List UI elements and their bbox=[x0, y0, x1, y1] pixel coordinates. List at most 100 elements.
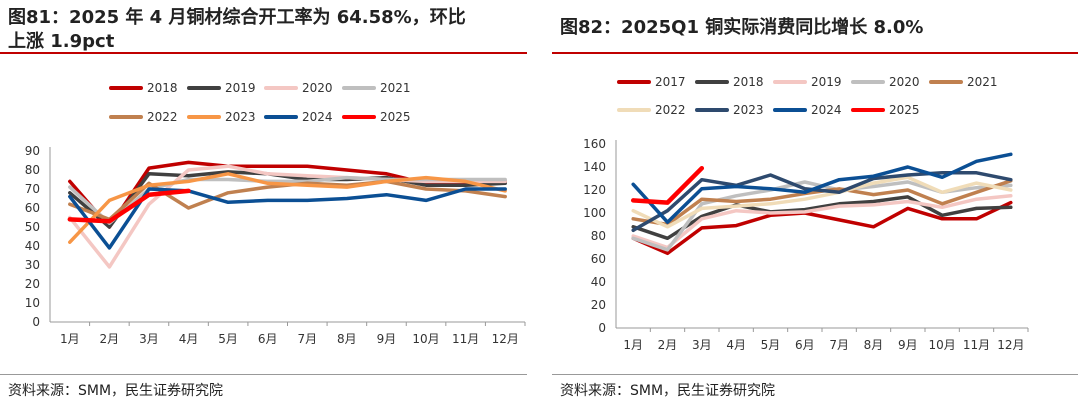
title-rule-right bbox=[552, 52, 1078, 54]
legend-item-2020: 2020 bbox=[851, 75, 920, 89]
legend-item-2021: 2021 bbox=[342, 81, 411, 95]
y-tick-label: 0 bbox=[32, 315, 40, 329]
legend-item-2025: 2025 bbox=[342, 110, 411, 124]
legend-label-2019: 2019 bbox=[811, 75, 842, 89]
series-line-2019 bbox=[631, 194, 1013, 250]
legend-item-2022: 2022 bbox=[109, 110, 178, 124]
source-rule-right bbox=[552, 374, 1078, 375]
legend-item-2020: 2020 bbox=[264, 81, 333, 95]
legend-label-2017: 2017 bbox=[655, 75, 686, 89]
y-tick-label: 0 bbox=[598, 321, 606, 335]
legend-label-2025: 2025 bbox=[380, 110, 411, 124]
y-tick-label: 80 bbox=[591, 229, 606, 243]
figure-title-left: 图81：2025 年 4 月铜材综合开工率为 64.58%，环比 上涨 1.9p… bbox=[8, 6, 518, 54]
x-tick-label: 6月 bbox=[258, 332, 278, 346]
line-chart-left: 2018 2019 2020 2021 2022 2023 2024 2025 0 10 20 30 4… bbox=[25, 81, 526, 346]
legend-item-2024: 2024 bbox=[773, 103, 842, 117]
y-tick-label: 30 bbox=[25, 258, 40, 272]
source-rule-left bbox=[0, 374, 527, 375]
legend-label-2020: 2020 bbox=[889, 75, 920, 89]
legend-label-2025: 2025 bbox=[889, 103, 920, 117]
legend-item-2018: 2018 bbox=[695, 75, 764, 89]
x-tick-label: 1月 bbox=[623, 338, 643, 352]
x-tick-label: 1月 bbox=[60, 332, 80, 346]
figure-title-left-line1: 图81：2025 年 4 月铜材综合开工率为 64.58%，环比 bbox=[8, 7, 466, 28]
x-tick-label: 3月 bbox=[692, 338, 712, 352]
y-tick-label: 100 bbox=[583, 206, 606, 220]
legend-label-2020: 2020 bbox=[302, 81, 333, 95]
legend-label-2024: 2024 bbox=[302, 110, 333, 124]
legend-label-2023: 2023 bbox=[225, 110, 256, 124]
y-tick-label: 40 bbox=[591, 275, 606, 289]
legend-label-2018: 2018 bbox=[733, 75, 764, 89]
x-tick-label: 8月 bbox=[864, 338, 884, 352]
y-tick-label: 120 bbox=[583, 183, 606, 197]
y-tick-label: 20 bbox=[25, 277, 40, 291]
x-tick-label: 12月 bbox=[492, 332, 519, 346]
y-tick-label: 40 bbox=[25, 239, 40, 253]
legend-item-2018: 2018 bbox=[109, 81, 178, 95]
x-tick-label: 3月 bbox=[139, 332, 159, 346]
figure-title-left-line2: 上涨 1.9pct bbox=[8, 31, 115, 52]
y-tick-label: 60 bbox=[591, 252, 606, 266]
x-tick-label: 5月 bbox=[218, 332, 238, 346]
x-tick-label: 9月 bbox=[898, 338, 918, 352]
chart-panel-left: 图81：2025 年 4 月铜材综合开工率为 64.58%，环比 上涨 1.9p… bbox=[0, 0, 530, 409]
x-tick-label: 11月 bbox=[452, 332, 479, 346]
y-tick-label: 90 bbox=[25, 144, 40, 158]
series-line-2018 bbox=[68, 160, 507, 229]
x-tick-label: 2月 bbox=[658, 338, 678, 352]
legend-item-2019: 2019 bbox=[187, 81, 256, 95]
legend-item-2023: 2023 bbox=[695, 103, 764, 117]
x-tick-label: 6月 bbox=[795, 338, 815, 352]
line-chart-right: 2017 2018 2019 2020 2021 2022 2023 2024 2025 0 20 4… bbox=[583, 75, 1029, 352]
x-tick-label: 12月 bbox=[997, 338, 1024, 352]
series-line-2020 bbox=[68, 164, 507, 269]
x-tick-label: 4月 bbox=[179, 332, 199, 346]
chart-panel-right: 图82：2025Q1 铜实际消费同比增长 8.0% 2017 2018 2019 20… bbox=[552, 0, 1080, 409]
legend-label-2019: 2019 bbox=[225, 81, 256, 95]
y-tick-label: 10 bbox=[25, 296, 40, 310]
series-line-2017 bbox=[631, 200, 1013, 256]
x-tick-label: 9月 bbox=[377, 332, 397, 346]
x-tick-label: 7月 bbox=[297, 332, 317, 346]
legend-label-2018: 2018 bbox=[147, 81, 178, 95]
legend-item-2019: 2019 bbox=[773, 75, 842, 89]
x-tick-label: 2月 bbox=[100, 332, 120, 346]
series-line-2019 bbox=[68, 170, 507, 229]
figure-title-right: 图82：2025Q1 铜实际消费同比增长 8.0% bbox=[560, 17, 924, 38]
legend-item-2023: 2023 bbox=[187, 110, 256, 124]
legend-label-2021: 2021 bbox=[967, 75, 998, 89]
source-note-right: 资料来源：SMM，民生证券研究院 bbox=[560, 383, 776, 399]
x-tick-label: 5月 bbox=[761, 338, 781, 352]
series-line-2022 bbox=[631, 175, 1013, 229]
legend-label-2022: 2022 bbox=[147, 110, 178, 124]
source-note-left: 资料来源：SMM，民生证券研究院 bbox=[8, 383, 224, 399]
x-tick-label: 4月 bbox=[726, 338, 746, 352]
x-tick-label: 10月 bbox=[412, 332, 439, 346]
y-tick-label: 70 bbox=[25, 182, 40, 196]
series-line-2025 bbox=[67, 188, 191, 224]
y-tick-label: 140 bbox=[583, 160, 606, 174]
x-tick-label: 7月 bbox=[829, 338, 849, 352]
legend-item-2025: 2025 bbox=[851, 103, 920, 117]
legend-label-2024: 2024 bbox=[811, 103, 842, 117]
x-tick-label: 11月 bbox=[963, 338, 990, 352]
y-tick-label: 80 bbox=[25, 163, 40, 177]
y-tick-label: 60 bbox=[25, 201, 40, 215]
legend-item-2021: 2021 bbox=[929, 75, 998, 89]
x-tick-label: 10月 bbox=[929, 338, 956, 352]
series-line-2024 bbox=[631, 152, 1013, 224]
title-rule-left bbox=[0, 52, 527, 54]
y-tick-label: 160 bbox=[583, 137, 606, 151]
legend-label-2021: 2021 bbox=[380, 81, 411, 95]
legend-item-2024: 2024 bbox=[264, 110, 333, 124]
x-tick-label: 8月 bbox=[337, 332, 357, 346]
series-line-2023 bbox=[68, 172, 507, 244]
legend-label-2022: 2022 bbox=[655, 103, 686, 117]
series-line-2025 bbox=[630, 165, 705, 205]
series-line-2018 bbox=[631, 195, 1013, 241]
legend-item-2017: 2017 bbox=[617, 75, 686, 89]
y-tick-label: 20 bbox=[591, 298, 606, 312]
legend-label-2023: 2023 bbox=[733, 103, 764, 117]
